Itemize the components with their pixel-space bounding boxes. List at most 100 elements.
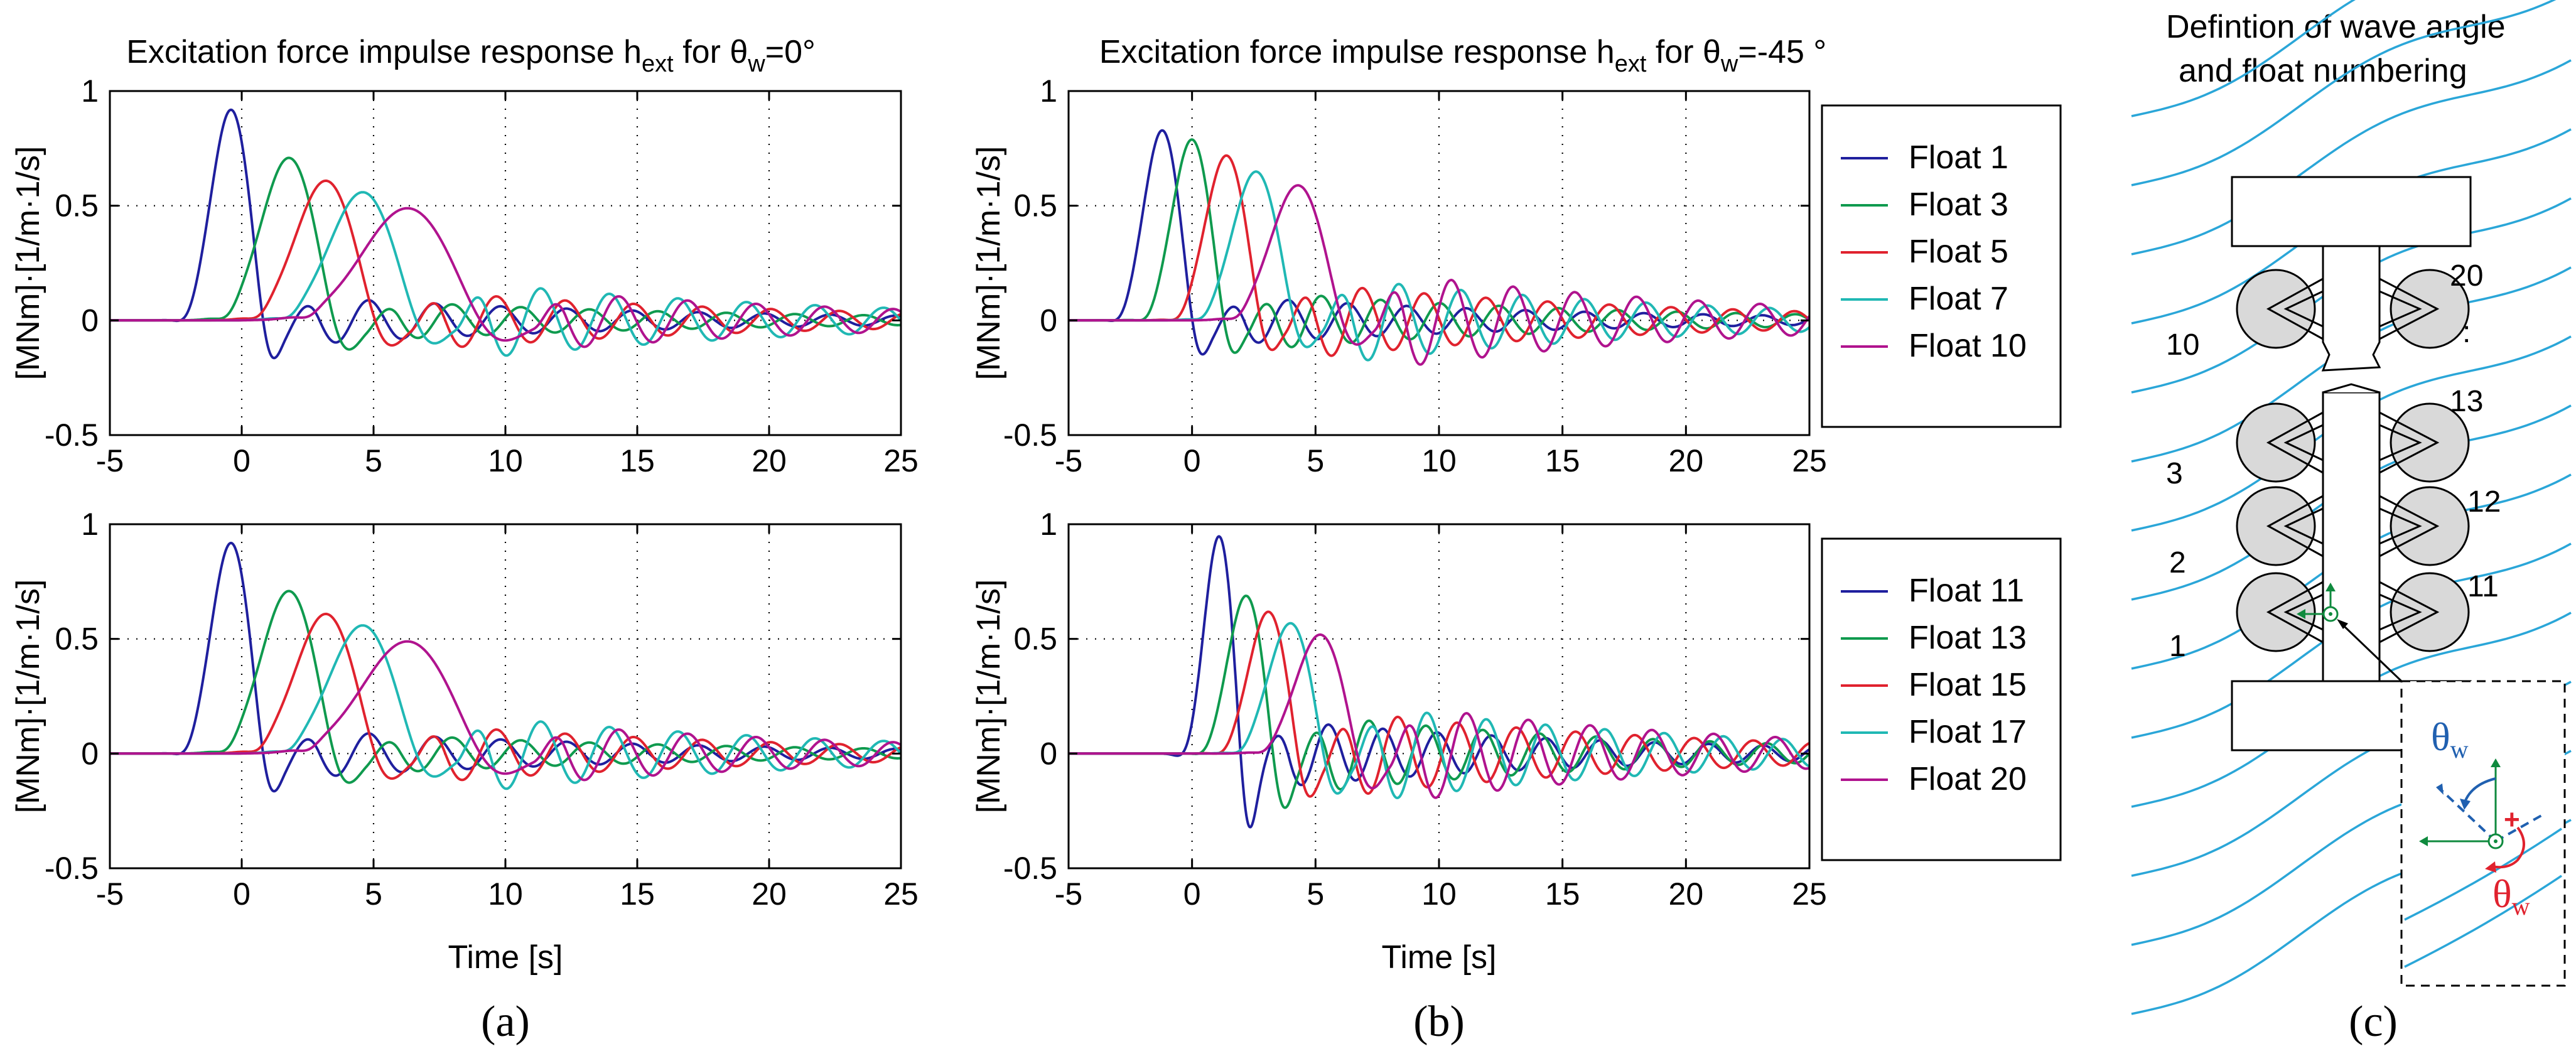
- series-line-float-5: [1068, 154, 1811, 357]
- plot-frame: [109, 90, 902, 436]
- y-tick-labels: -0.5 0 0.5 1: [1003, 507, 1057, 886]
- legend-entry: Float 15: [1909, 667, 2027, 703]
- legend-entry: Float 7: [1909, 281, 2008, 317]
- y-tick-label: 0: [1040, 303, 1057, 338]
- title-main: Excitation force impulse response h: [126, 34, 642, 70]
- x-tick-label: 0: [1183, 443, 1201, 478]
- series-line-float-20: [1068, 633, 1810, 799]
- y-tick-label: -0.5: [45, 851, 99, 886]
- plus-sign: +: [2504, 804, 2520, 835]
- series-line-float-20: [109, 640, 902, 782]
- float-number-13: 13: [2450, 385, 2483, 418]
- title-end: =0°: [765, 34, 816, 70]
- y-tick-label: 1: [1040, 73, 1057, 109]
- float: [2379, 269, 2470, 349]
- x-tick-labels: -5 0 5 10 15 20 25: [96, 876, 919, 912]
- series-layer: [1068, 129, 1811, 366]
- y-tick-label: 0.5: [55, 188, 99, 224]
- series-line-float-13: [109, 590, 902, 784]
- x-tick-label: 25: [1792, 876, 1827, 912]
- legend-entry: Float 11: [1909, 573, 2024, 609]
- y-tick-label: 1: [81, 73, 99, 109]
- y-tick-label: 0: [81, 303, 99, 338]
- x-tick-label: 10: [1421, 443, 1457, 478]
- plot-frame: [109, 523, 902, 870]
- x-tick-label: 5: [1307, 876, 1324, 912]
- ticks: [109, 90, 902, 436]
- plot-a-bottom: -5 0 5 10 15 20 25 -0.5 0 0.5 1 [MNm]·[1/m·1/s] T…: [10, 507, 919, 976]
- float: [2236, 269, 2324, 349]
- inset-wave-angle: θw + θw: [2400, 680, 2566, 987]
- x-tick-label: 5: [365, 876, 382, 912]
- ticks: [1067, 523, 1811, 870]
- floats: [2236, 269, 2470, 652]
- x-tick-label: 5: [1307, 443, 1324, 478]
- y-tick-label: 0.5: [1013, 188, 1057, 224]
- inset-wave: [2404, 827, 2562, 921]
- theta-blue-label: θw: [2431, 714, 2469, 763]
- float-number-2: 2: [2169, 546, 2186, 579]
- legend-entry: Float 5: [1909, 234, 2008, 270]
- y-tick-labels: -0.5 0 0.5 1: [1003, 73, 1057, 453]
- plot-frame: [1067, 523, 1811, 870]
- x-tick-label: 15: [620, 443, 655, 478]
- x-tick-label: 5: [365, 443, 382, 478]
- plot-b-top: Excitation force impulse response hext f…: [971, 34, 2062, 478]
- legend: Float 11 Float 13 Float 15 Float 17 Float 20: [1821, 537, 2062, 861]
- panel-label-a: (a): [481, 998, 530, 1046]
- series-line-float-3: [109, 156, 902, 351]
- ticks: [1067, 90, 1811, 436]
- float-number-12: 12: [2467, 485, 2501, 519]
- x-tick-label: 10: [488, 443, 523, 478]
- float: [2236, 402, 2324, 483]
- theta-red-label: θw: [2492, 871, 2530, 920]
- series-line-float-10: [109, 207, 902, 348]
- grid: [110, 524, 901, 868]
- x-tick-label: -5: [1055, 443, 1082, 478]
- legend: Float 1 Float 3 Float 5 Float 7 Float 10: [1821, 104, 2062, 428]
- title-sub: ext: [642, 51, 674, 77]
- float: [2236, 572, 2324, 652]
- float: [2379, 402, 2470, 483]
- plot-title: Excitation force impulse response hext f…: [1099, 34, 1826, 77]
- series-line-float-13: [1068, 595, 1811, 809]
- y-axis-label: [MNm]·[1/m·1/s]: [10, 146, 46, 380]
- float: [2379, 486, 2470, 566]
- x-tick-label: 15: [1545, 443, 1580, 478]
- wave-line: [2131, 0, 2356, 117]
- plot-frame: [1067, 90, 1811, 436]
- legend-entry: Float 10: [1909, 328, 2027, 364]
- origin-axes: [2297, 583, 2339, 622]
- series-layer: [109, 541, 902, 793]
- float-number-10: 10: [2166, 328, 2199, 362]
- diagram-title-line2: and float numbering: [2179, 53, 2467, 89]
- title-main: Excitation force impulse response h: [1099, 34, 1615, 70]
- float-number-1: 1: [2169, 630, 2186, 663]
- float-number-dots: :: [2462, 316, 2471, 349]
- x-tick-labels: -5 0 5 10 15 20 25: [1055, 876, 1827, 912]
- y-tick-label: 0: [1040, 736, 1057, 771]
- ticks: [109, 523, 902, 870]
- grid: [1069, 524, 1809, 868]
- y-tick-label: -0.5: [1003, 417, 1057, 453]
- spine-lower: [2322, 391, 2381, 682]
- float-number-11: 11: [2467, 570, 2499, 603]
- x-axis-label: Time [s]: [448, 939, 563, 976]
- x-tick-label: 0: [233, 443, 251, 478]
- top-plate: [2231, 176, 2472, 247]
- grid: [110, 91, 901, 435]
- plot-title: Excitation force impulse response hext f…: [126, 34, 816, 77]
- y-tick-label: 0.5: [1013, 622, 1057, 657]
- legend-entry: Float 17: [1909, 714, 2027, 750]
- title-for: for θ: [674, 34, 748, 70]
- y-tick-label: 1: [1040, 507, 1057, 542]
- x-tick-label: 10: [488, 876, 523, 912]
- wave-angle-diagram: Defintion of wave angle and float number…: [2131, 0, 2572, 1015]
- float: [2379, 572, 2470, 652]
- wave-line: [2131, 59, 2572, 256]
- wave-line: [2131, 0, 2557, 186]
- float-number-20: 20: [2450, 259, 2483, 293]
- y-tick-labels: -0.5 0 0.5 1: [45, 73, 99, 453]
- inset-box: [2400, 680, 2566, 987]
